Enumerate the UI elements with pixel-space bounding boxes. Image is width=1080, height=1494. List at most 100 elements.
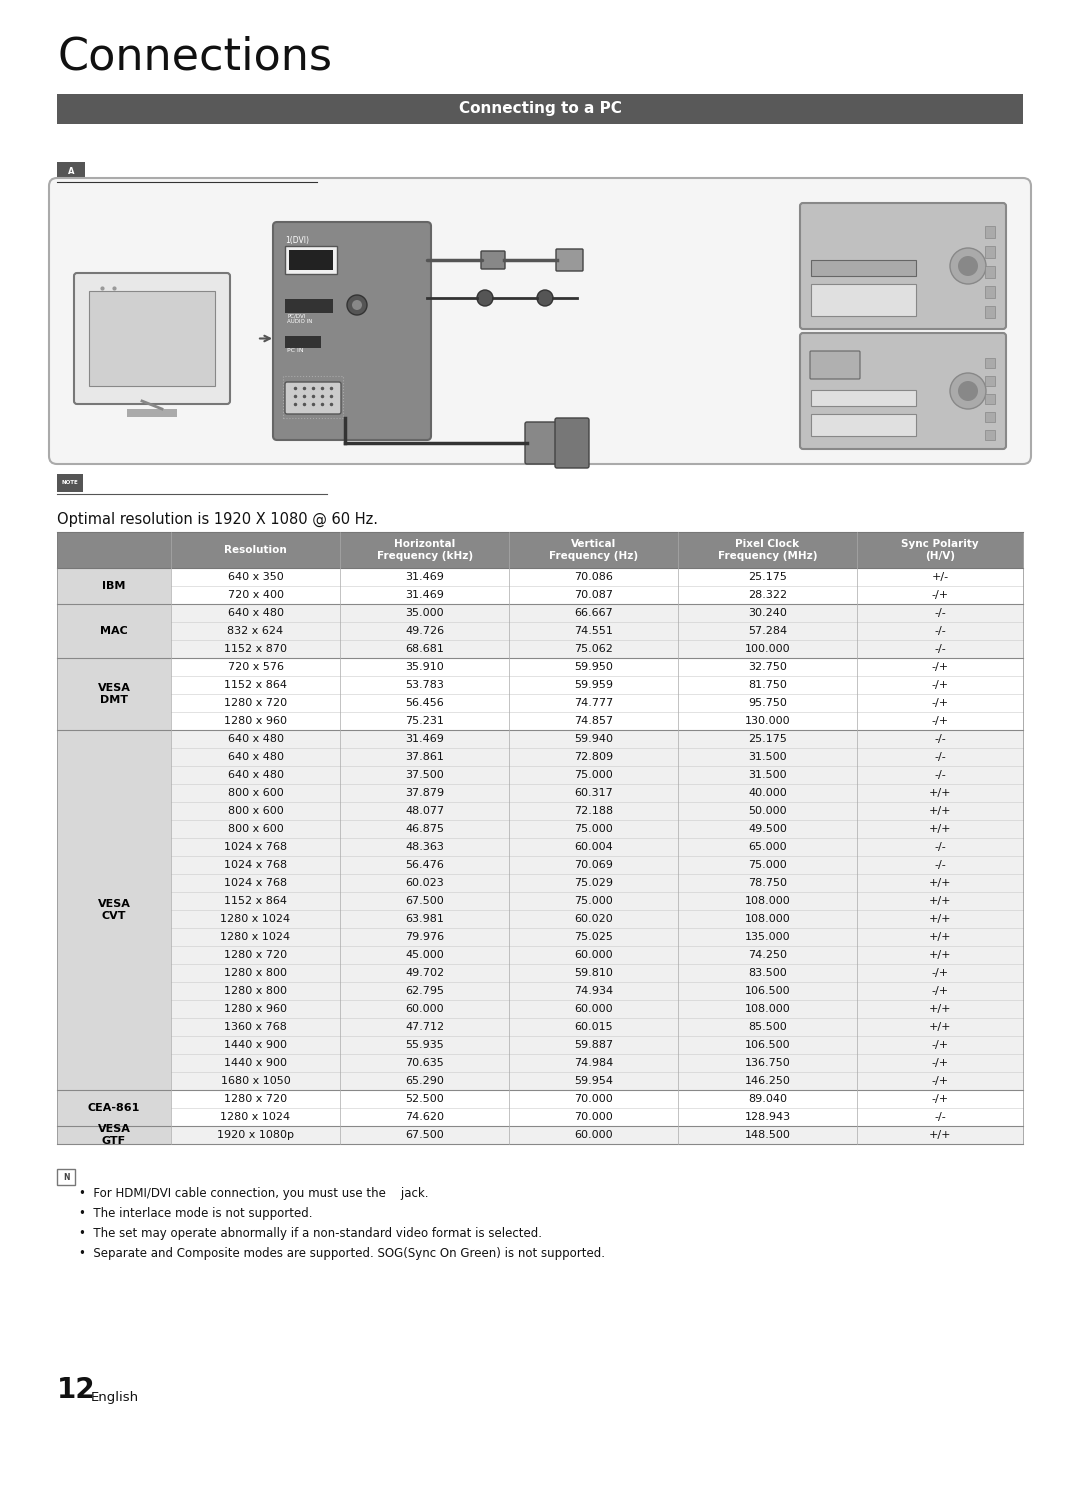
- Text: 37.861: 37.861: [405, 751, 444, 762]
- Text: 720 x 576: 720 x 576: [228, 662, 284, 672]
- Circle shape: [958, 255, 978, 276]
- Text: 65.000: 65.000: [748, 843, 787, 852]
- Text: 75.000: 75.000: [575, 769, 613, 780]
- Text: 67.500: 67.500: [405, 896, 444, 905]
- Bar: [57, 532, 1023, 568]
- Text: 79.976: 79.976: [405, 932, 444, 943]
- Text: 106.500: 106.500: [745, 1040, 791, 1050]
- Text: •  For HDMI/DVI cable connection, you must use the    jack.: • For HDMI/DVI cable connection, you mus…: [79, 1188, 429, 1200]
- Text: -/-: -/-: [934, 843, 946, 852]
- FancyBboxPatch shape: [800, 203, 1005, 329]
- Text: 49.702: 49.702: [405, 968, 444, 979]
- Text: 60.015: 60.015: [575, 1022, 613, 1032]
- Text: 55.935: 55.935: [405, 1040, 444, 1050]
- Bar: [811, 284, 916, 317]
- Bar: [985, 376, 995, 385]
- Bar: [57, 1126, 171, 1144]
- Text: Resolution: Resolution: [225, 545, 287, 554]
- Text: 48.363: 48.363: [405, 843, 444, 852]
- Text: -/+: -/+: [931, 680, 948, 690]
- Text: 74.777: 74.777: [573, 698, 613, 708]
- Text: 25.175: 25.175: [748, 734, 787, 744]
- Text: -/-: -/-: [934, 769, 946, 780]
- Bar: [811, 260, 916, 276]
- Text: 59.959: 59.959: [575, 680, 613, 690]
- Text: 56.456: 56.456: [405, 698, 444, 708]
- Text: 136.750: 136.750: [744, 1058, 791, 1068]
- Text: 800 x 600: 800 x 600: [228, 787, 283, 798]
- Text: -/-: -/-: [934, 644, 946, 654]
- Text: 57.284: 57.284: [748, 626, 787, 636]
- Bar: [57, 161, 85, 179]
- Text: •  The interlace mode is not supported.: • The interlace mode is not supported.: [79, 1207, 312, 1221]
- Text: 108.000: 108.000: [744, 914, 791, 923]
- Bar: [985, 306, 995, 318]
- Text: 62.795: 62.795: [405, 986, 444, 996]
- Circle shape: [958, 381, 978, 400]
- Text: 59.810: 59.810: [575, 968, 613, 979]
- Text: 1280 x 720: 1280 x 720: [224, 698, 287, 708]
- Bar: [57, 568, 171, 604]
- Text: IBM: IBM: [103, 581, 125, 592]
- Text: -/-: -/-: [934, 861, 946, 870]
- Text: +/+: +/+: [929, 932, 951, 943]
- Text: 35.910: 35.910: [405, 662, 444, 672]
- Text: Vertical
Frequency (Hz): Vertical Frequency (Hz): [549, 539, 638, 562]
- Circle shape: [347, 294, 367, 315]
- Text: -/+: -/+: [931, 698, 948, 708]
- Text: +/+: +/+: [929, 1022, 951, 1032]
- Text: 74.551: 74.551: [575, 626, 613, 636]
- Text: 28.322: 28.322: [748, 590, 787, 601]
- Text: 95.750: 95.750: [748, 698, 787, 708]
- Text: 1(DVI): 1(DVI): [285, 236, 309, 245]
- Text: 1360 x 768: 1360 x 768: [224, 1022, 287, 1032]
- Text: Horizontal
Frequency (kHz): Horizontal Frequency (kHz): [377, 539, 473, 562]
- Text: 640 x 350: 640 x 350: [228, 572, 283, 583]
- Text: 148.500: 148.500: [744, 1129, 791, 1140]
- Bar: [57, 657, 171, 731]
- FancyBboxPatch shape: [75, 273, 230, 403]
- Bar: [985, 359, 995, 368]
- Text: -/+: -/+: [931, 1094, 948, 1104]
- Text: +/+: +/+: [929, 787, 951, 798]
- Text: 32.750: 32.750: [748, 662, 787, 672]
- Text: 1280 x 720: 1280 x 720: [224, 950, 287, 961]
- Text: 47.712: 47.712: [405, 1022, 444, 1032]
- Text: -/+: -/+: [931, 1076, 948, 1086]
- Text: VESA
DMT: VESA DMT: [97, 683, 131, 705]
- Text: 74.250: 74.250: [748, 950, 787, 961]
- Text: 74.984: 74.984: [573, 1058, 613, 1068]
- FancyBboxPatch shape: [555, 418, 589, 468]
- Text: 70.086: 70.086: [575, 572, 613, 583]
- Text: 59.954: 59.954: [575, 1076, 613, 1086]
- Text: 800 x 600: 800 x 600: [228, 825, 283, 834]
- Text: 1024 x 768: 1024 x 768: [224, 861, 287, 870]
- Text: +/+: +/+: [929, 805, 951, 816]
- Bar: [811, 390, 916, 406]
- Text: 1920 x 1080p: 1920 x 1080p: [217, 1129, 294, 1140]
- Text: 49.500: 49.500: [748, 825, 787, 834]
- FancyBboxPatch shape: [49, 178, 1031, 465]
- Bar: [57, 474, 83, 492]
- Text: -/-: -/-: [934, 1112, 946, 1122]
- Text: 128.943: 128.943: [744, 1112, 791, 1122]
- Text: 67.500: 67.500: [405, 1129, 444, 1140]
- Bar: [89, 291, 215, 385]
- Text: 1280 x 1024: 1280 x 1024: [220, 1112, 291, 1122]
- Text: 108.000: 108.000: [744, 896, 791, 905]
- Text: 25.175: 25.175: [748, 572, 787, 583]
- Bar: [811, 414, 916, 436]
- Text: 70.000: 70.000: [575, 1094, 613, 1104]
- Bar: [57, 731, 1023, 1091]
- Text: 59.887: 59.887: [575, 1040, 613, 1050]
- Circle shape: [537, 290, 553, 306]
- Bar: [985, 412, 995, 421]
- Text: 30.240: 30.240: [748, 608, 787, 619]
- Text: 70.635: 70.635: [405, 1058, 444, 1068]
- Text: Pixel Clock
Frequency (MHz): Pixel Clock Frequency (MHz): [718, 539, 818, 562]
- Bar: [57, 1091, 171, 1126]
- Text: Connecting to a PC: Connecting to a PC: [459, 102, 621, 117]
- Text: 640 x 480: 640 x 480: [228, 751, 284, 762]
- Text: •  Separate and Composite modes are supported. SOG(Sync On Green) is not support: • Separate and Composite modes are suppo…: [79, 1247, 605, 1259]
- Text: 31.500: 31.500: [748, 769, 787, 780]
